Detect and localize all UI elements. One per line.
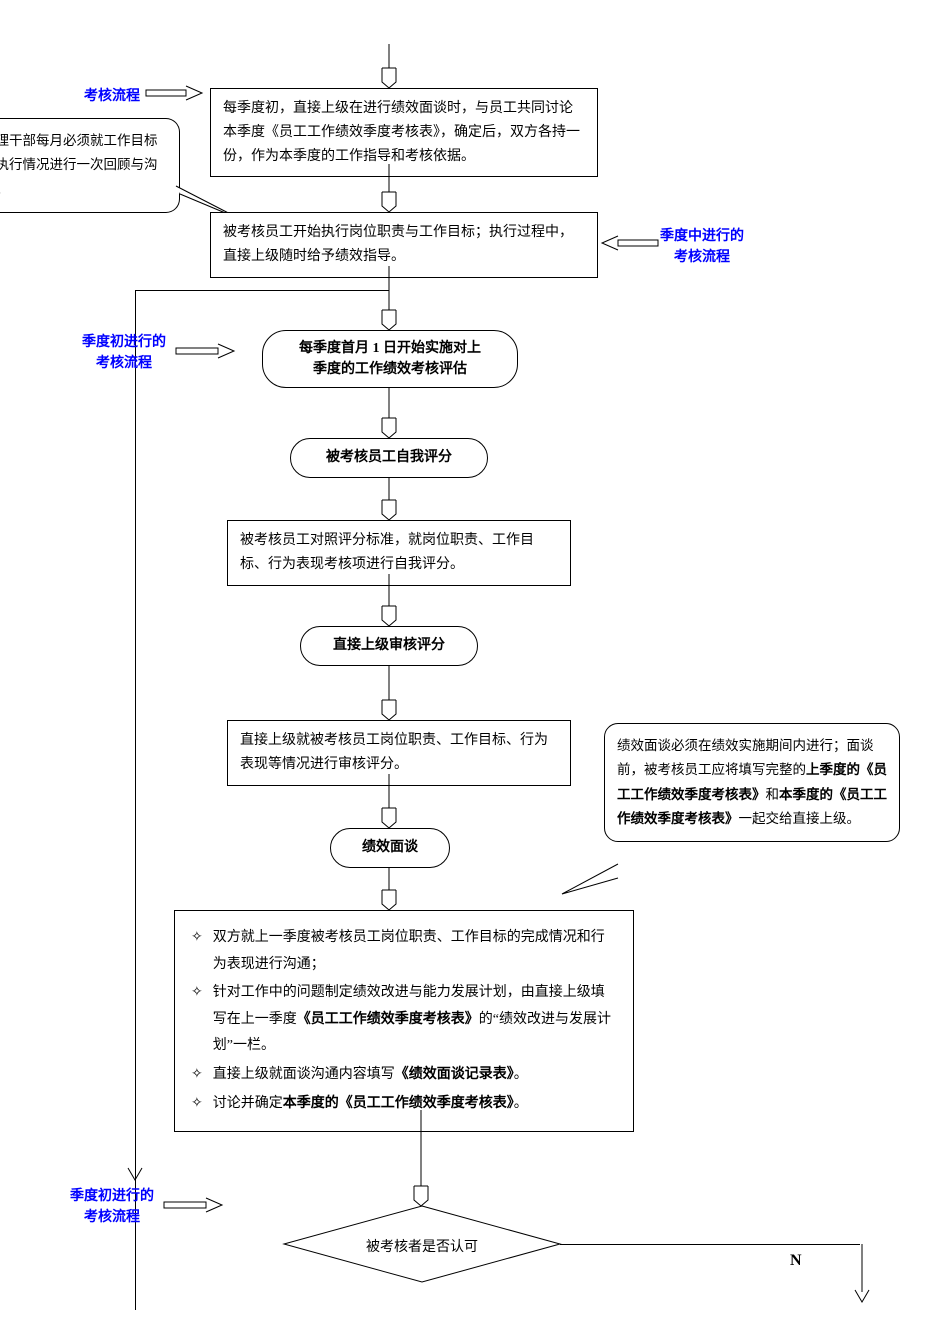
arrow-r2-b3 (380, 478, 398, 520)
arrow-r4-list (380, 868, 398, 910)
arrow-list-diamond (412, 1110, 430, 1206)
label-top-left: 考核流程 (84, 86, 140, 107)
callout-right-tail (560, 864, 620, 904)
callout-right-text: 绩效面谈必须在绩效实施期间内进行；面谈前，被考核员工应将填写完整的上季度的《员工… (617, 738, 887, 826)
callout-interview-note: 绩效面谈必须在绩效实施期间内进行；面谈前，被考核员工应将填写完整的上季度的《员工… (604, 723, 900, 842)
left-long-vline (135, 290, 136, 1310)
label-bottom-left: 季度初进行的 考核流程 (70, 1186, 154, 1228)
round3-text: 直接上级审核评分 (333, 634, 445, 658)
arrow-entry (380, 44, 398, 88)
arrow-b3-r3 (380, 574, 398, 626)
diamond-label: 被考核者是否认可 (352, 1236, 492, 1256)
diamond-bullet-icon: ✧ (191, 980, 203, 1007)
list-i3: 直接上级就面谈沟通内容填写《绩效面谈记录表》。 (213, 1062, 528, 1089)
diamond-bullet-icon: ✧ (191, 1091, 203, 1118)
label-right-mid: 季度中进行的 考核流程 (660, 226, 744, 268)
list-item: ✧ 双方就上一季度被考核员工岗位职责、工作目标的完成情况和行为表现进行沟通； (191, 925, 617, 978)
list-item: ✧ 讨论并确定本季度的《员工工作绩效季度考核表》。 (191, 1091, 617, 1118)
list-i4: 讨论并确定本季度的《员工工作绩效季度考核表》。 (213, 1091, 528, 1118)
left-branch-top (135, 290, 389, 291)
flowchart-canvas: 考核流程 管理干部每月必须就工作目标的执行情况进行一次回顾与沟通。 绩效面谈必须… (0, 0, 945, 1337)
round-self-score: 被考核员工自我评分 (290, 438, 488, 478)
round2-text: 被考核员工自我评分 (326, 446, 452, 470)
left-vline-arrowhead (128, 1168, 142, 1182)
box2-text: 被考核员工开始执行岗位职责与工作目标；执行过程中，直接上级随时给予绩效指导。 (223, 225, 573, 264)
arrow-r3-b4 (380, 666, 398, 720)
n-label: N (790, 1252, 802, 1270)
callout-left-text: 管理干部每月必须就工作目标的执行情况进行一次回顾与沟通。 (0, 133, 158, 197)
pointer-left-mid (176, 344, 236, 358)
pointer-bottom-left (164, 1198, 224, 1212)
round-performance-interview: 绩效面谈 (330, 828, 450, 868)
box-supervisor-review-detail: 直接上级就被考核员工岗位职责、工作目标、行为表现等情况进行审核评分。 (227, 720, 571, 786)
arrow-r1-r2 (380, 388, 398, 438)
list-i2: 针对工作中的问题制定绩效改进与能力发展计划，由直接上级填写在上一季度《员工工作绩… (213, 980, 617, 1060)
list-item: ✧ 针对工作中的问题制定绩效改进与能力发展计划，由直接上级填写在上一季度《员工工… (191, 980, 617, 1060)
box-execute-duties: 被考核员工开始执行岗位职责与工作目标；执行过程中，直接上级随时给予绩效指导。 (210, 212, 598, 278)
box3-text: 被考核员工对照评分标准，就岗位职责、工作目标、行为表现考核项进行自我评分。 (240, 533, 534, 572)
callout-monthly-review: 管理干部每月必须就工作目标的执行情况进行一次回顾与沟通。 (0, 118, 180, 213)
box1-text: 每季度初，直接上级在进行绩效面谈时，与员工共同讨论本季度《员工工作绩效季度考核表… (223, 101, 580, 164)
arrow-b4-r4 (380, 774, 398, 828)
pointer-top-left (146, 86, 204, 100)
box4-text: 直接上级就被考核员工岗位职责、工作目标、行为表现等情况进行审核评分。 (240, 733, 548, 772)
label-left-mid: 季度初进行的 考核流程 (82, 332, 166, 374)
diamond-bullet-icon: ✧ (191, 1062, 203, 1089)
round1-line1: 每季度首月 1 日开始实施对上 (299, 338, 481, 359)
arrow-b1-b2 (380, 164, 398, 212)
box-self-score-detail: 被考核员工对照评分标准，就岗位职责、工作目标、行为表现考核项进行自我评分。 (227, 520, 571, 586)
list-i1: 双方就上一季度被考核员工岗位职责、工作目标的完成情况和行为表现进行沟通； (213, 925, 617, 978)
pointer-right-mid (600, 236, 658, 250)
round-supervisor-review: 直接上级审核评分 (300, 626, 478, 666)
diamond-bullet-icon: ✧ (191, 925, 203, 952)
arrow-b2-r1 (380, 266, 398, 330)
round4-text: 绩效面谈 (362, 836, 418, 860)
round-start-evaluation: 每季度首月 1 日开始实施对上 季度的工作绩效考核评估 (262, 330, 518, 388)
list-item: ✧ 直接上级就面谈沟通内容填写《绩效面谈记录表》。 (191, 1062, 617, 1089)
round1-line2: 季度的工作绩效考核评估 (313, 359, 467, 380)
n-branch-arrow (854, 1244, 870, 1304)
n-branch-h (560, 1244, 860, 1245)
box-interview-content: ✧ 双方就上一季度被考核员工岗位职责、工作目标的完成情况和行为表现进行沟通； ✧… (174, 910, 634, 1132)
box-quarter-start-discuss: 每季度初，直接上级在进行绩效面谈时，与员工共同讨论本季度《员工工作绩效季度考核表… (210, 88, 598, 177)
